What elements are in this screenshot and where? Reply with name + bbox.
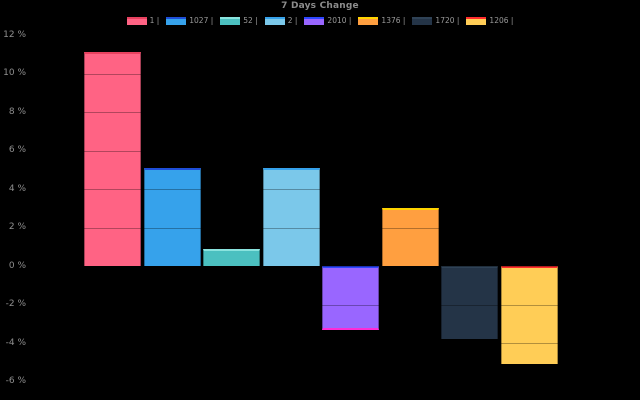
gridline — [30, 73, 630, 75]
legend-swatch-icon — [220, 16, 241, 25]
bar-2010[interactable] — [322, 266, 379, 330]
gridline — [30, 35, 630, 36]
legend-swatch-icon — [126, 16, 147, 25]
gridline — [30, 381, 630, 383]
gridline — [30, 266, 630, 267]
legend-item-3[interactable]: 52 | — [220, 16, 258, 25]
bar-1720[interactable] — [441, 266, 498, 340]
gridline — [30, 112, 630, 113]
gridline — [30, 343, 630, 344]
legend-swatch-icon — [166, 16, 187, 25]
bar-1[interactable] — [84, 52, 141, 266]
legend: 1 | 1027 | 52 | 2 | 2010 | 1376 | 1720 | 1206 | — [0, 14, 640, 27]
legend-item-7[interactable]: 1720 | — [412, 16, 459, 25]
legend-item-8[interactable]: 1206 | — [466, 16, 513, 25]
y-axis-tick-label: 8 % — [8, 106, 26, 117]
legend-item-2[interactable]: 1027 | — [166, 16, 213, 25]
legend-swatch-icon — [412, 16, 433, 25]
legend-label: 52 | — [243, 16, 258, 25]
legend-swatch-icon — [304, 16, 325, 25]
legend-label: 2 | — [287, 16, 298, 25]
legend-swatch-icon — [264, 16, 285, 25]
y-axis-tick-label: -2 % — [5, 299, 26, 309]
bar-1206[interactable] — [500, 266, 558, 365]
y-axis-tick-label: -4 % — [5, 337, 26, 348]
gridline — [30, 304, 630, 306]
bar-1027[interactable] — [143, 167, 201, 266]
y-axis-tick-label: 12 % — [3, 29, 26, 40]
chart-title: 7 Days Change — [281, 1, 359, 11]
y-axis-tick-label: -6 % — [5, 376, 26, 386]
legend-label: 1376 | — [381, 16, 406, 25]
legend-item-6[interactable]: 1376 | — [358, 16, 405, 25]
legend-item-5[interactable]: 2010 | — [304, 16, 351, 25]
gridline — [30, 150, 630, 152]
legend-label: 1720 | — [435, 16, 460, 25]
gridline — [30, 227, 630, 229]
legend-label: 1027 | — [189, 16, 214, 25]
legend-swatch-icon — [466, 16, 487, 25]
legend-item-4[interactable]: 2 | — [264, 16, 298, 25]
legend-swatch-icon — [358, 16, 379, 25]
legend-label: 1206 | — [489, 16, 514, 25]
legend-item-1[interactable]: 1 | — [126, 16, 160, 25]
y-axis-tick-label: 0 % — [8, 260, 26, 271]
y-axis-tick-label: 6 % — [8, 145, 26, 155]
gridline — [30, 189, 630, 190]
y-axis-tick-label: 4 % — [8, 183, 26, 194]
legend-label: 1 | — [149, 16, 160, 25]
bar-2[interactable] — [262, 167, 320, 266]
bar-1376[interactable] — [381, 208, 439, 266]
bar-52[interactable] — [203, 248, 260, 266]
y-axis-tick-label: 2 % — [8, 222, 26, 232]
legend-label: 2010 | — [327, 16, 352, 25]
y-axis-tick-label: 10 % — [3, 68, 26, 78]
